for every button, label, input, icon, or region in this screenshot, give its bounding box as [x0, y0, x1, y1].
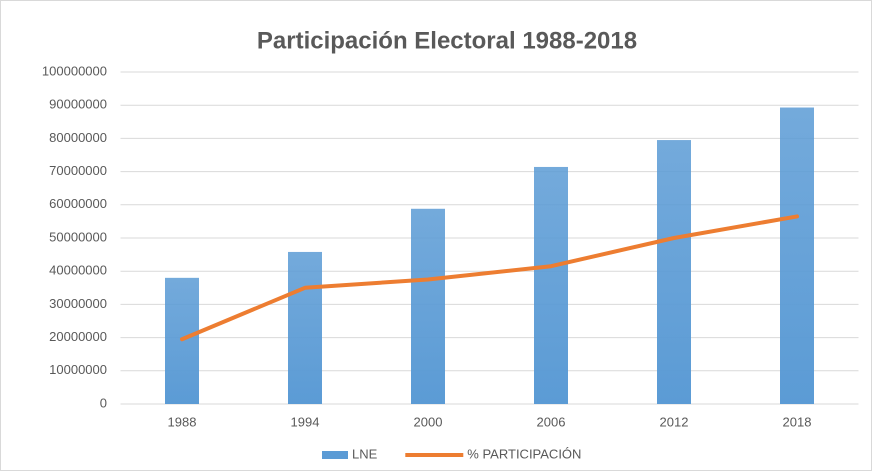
- bar: [780, 107, 814, 405]
- chart-title: Participación Electoral 1988-2018: [257, 27, 637, 54]
- y-tick-label: 90000000: [49, 97, 107, 112]
- y-tick-label: 50000000: [49, 229, 107, 244]
- legend-label: LNE: [352, 446, 378, 461]
- y-tick-label: 100000000: [42, 63, 107, 78]
- y-tick-label: 10000000: [49, 362, 107, 377]
- y-tick-label: 80000000: [49, 130, 107, 145]
- legend-swatch: [322, 451, 348, 459]
- legend-label: % PARTICIPACIÓN: [467, 446, 581, 461]
- x-tick-label: 2012: [660, 414, 689, 429]
- bar: [288, 251, 322, 404]
- x-tick-label: 2000: [414, 414, 443, 429]
- line: [180, 214, 799, 342]
- y-tick-label: 30000000: [49, 296, 107, 311]
- y-tick-label: 40000000: [49, 263, 107, 278]
- x-tick-label: 1988: [168, 414, 197, 429]
- x-tick-label: 1994: [291, 414, 320, 429]
- y-tick-label: 0: [100, 395, 107, 410]
- y-tick-label: 70000000: [49, 163, 107, 178]
- y-tick-label: 20000000: [49, 329, 107, 344]
- bar: [411, 208, 445, 404]
- y-tick-label: 60000000: [49, 196, 107, 211]
- bar: [657, 140, 691, 404]
- x-tick-label: 2018: [783, 414, 812, 429]
- bar: [534, 166, 568, 404]
- x-tick-label: 2006: [537, 414, 566, 429]
